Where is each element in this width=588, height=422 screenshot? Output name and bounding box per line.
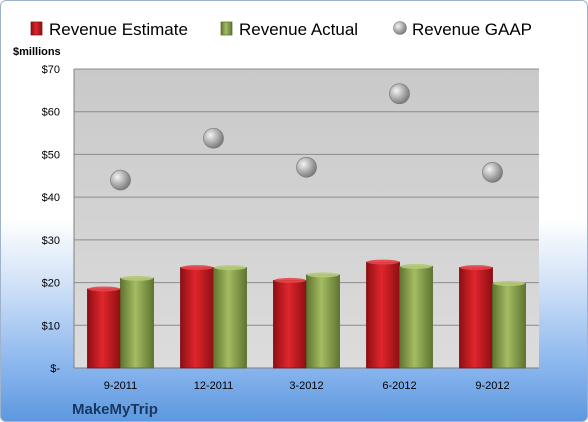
bar-revenue-estimate xyxy=(180,267,214,369)
y-tick-label: $60 xyxy=(42,107,60,119)
x-tick-label: 9-2012 xyxy=(475,380,509,392)
bar-top-cap xyxy=(181,265,213,271)
bar-revenue-actual xyxy=(399,265,433,369)
x-tick-label: 6-2012 xyxy=(382,380,416,392)
gaap-points xyxy=(110,83,503,191)
company-label: MakeMyTrip xyxy=(72,401,158,418)
bar-top-cap xyxy=(400,263,432,269)
bar-revenue-actual xyxy=(306,274,340,369)
bar-revenue-estimate xyxy=(273,280,307,369)
bar-revenue-estimate xyxy=(459,267,493,369)
point-revenue-gaap xyxy=(389,83,410,105)
bar-top-cap xyxy=(460,265,492,271)
x-tick-label: 9-2011 xyxy=(104,380,137,392)
legend: Revenue Estimate Revenue Actual Revenue GA… xyxy=(30,20,532,39)
legend-swatch xyxy=(30,21,43,36)
y-tick-label: $20 xyxy=(42,278,60,290)
bar-revenue-estimate xyxy=(366,261,400,369)
y-tick-label: $50 xyxy=(42,149,60,161)
y-axis-unit-label: $millions xyxy=(13,46,61,58)
bar-revenue-actual xyxy=(492,283,526,369)
bar-top-cap xyxy=(493,280,525,286)
point-revenue-gaap xyxy=(482,162,503,183)
bar-top-cap xyxy=(121,275,153,281)
y-tick-label: $- xyxy=(50,363,60,375)
x-axis-ticks: 9-2011 12-2011 3-2012 6-2012 9-2012 xyxy=(104,380,510,392)
bar-top-cap xyxy=(367,259,399,265)
legend-label: Revenue Actual xyxy=(239,20,358,39)
y-tick-label: $10 xyxy=(42,320,60,332)
bar-top-cap xyxy=(274,277,306,283)
point-revenue-gaap xyxy=(203,127,224,149)
legend-label: Revenue Estimate xyxy=(49,20,188,39)
bar-revenue-estimate xyxy=(87,288,121,369)
y-tick-label: $40 xyxy=(42,192,60,204)
legend-label: Revenue GAAP xyxy=(412,20,532,39)
x-tick-label: 3-2012 xyxy=(289,380,323,392)
bar-revenue-actual xyxy=(120,277,154,369)
bars xyxy=(87,259,526,369)
bar-top-cap xyxy=(88,286,120,292)
legend-swatch xyxy=(220,21,233,36)
bar-top-cap xyxy=(214,265,246,271)
y-tick-label: $70 xyxy=(42,64,60,76)
legend-swatch xyxy=(393,21,407,35)
bar-top-cap xyxy=(307,272,339,278)
point-revenue-gaap xyxy=(110,169,131,191)
y-axis-ticks: $- $10 $20 $30 $40 $50 $60 $70 xyxy=(42,64,61,375)
point-revenue-gaap xyxy=(296,156,317,178)
x-tick-label: 12-2011 xyxy=(194,380,234,392)
y-tick-label: $30 xyxy=(42,235,60,247)
bar-revenue-actual xyxy=(213,267,247,369)
